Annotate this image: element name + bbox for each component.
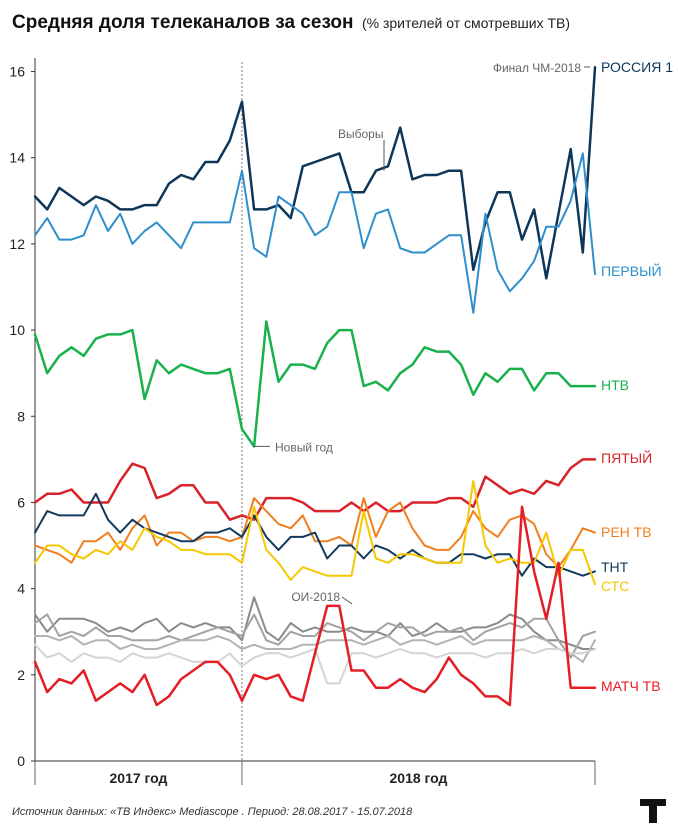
y-tick-label: 12	[9, 236, 25, 252]
chart-title-main: Средняя доля телеканалов за сезон	[12, 12, 354, 33]
y-tick-label: 10	[9, 322, 25, 338]
y-tick-label: 0	[17, 753, 25, 769]
series-label-рен-тв: РЕН ТВ	[601, 524, 652, 540]
y-tick-label: 2	[17, 667, 25, 683]
series-label-пятый: ПЯТЫЙ	[601, 449, 652, 466]
series-line-пятый	[33, 458, 597, 521]
annotation-label: Новый год	[275, 440, 333, 454]
y-tick-label: 16	[9, 64, 25, 80]
series-line-матч-тв	[33, 505, 597, 707]
y-tick-label: 8	[17, 408, 25, 424]
annotation-label: Финал ЧМ-2018	[493, 61, 581, 75]
series-line-первый	[34, 152, 596, 314]
y-axis: 0 2 4 6 8 10 12 14 16	[9, 58, 36, 769]
annotation-layer: Новый год Выборы ОИ-2018 Финал ЧМ-2018	[252, 61, 590, 605]
annotation-label: Выборы	[338, 127, 383, 141]
x-period-label: 2017 год	[110, 770, 168, 786]
series-line-нтв	[33, 320, 597, 448]
series-label-нтв: НТВ	[601, 377, 629, 393]
series-line-рен-тв	[34, 497, 596, 569]
series-line-other-8	[34, 596, 596, 650]
series-label-россия-1: РОССИЯ 1	[601, 59, 673, 75]
series-line-other-10	[34, 635, 596, 663]
series-line-other-9	[34, 613, 596, 659]
chart-title-subtitle: (% зрителей от смотревших ТВ)	[361, 15, 571, 31]
x-axis: 2017 год 2018 год	[34, 62, 596, 786]
annotation-label: ОИ-2018	[291, 590, 340, 604]
series-label-стс: СТС	[601, 578, 629, 594]
series-line-стс	[34, 479, 596, 586]
chart-title: Средняя доля телеканалов за сезон (% зри…	[12, 12, 570, 34]
series-label-тнт: ТНТ	[601, 559, 629, 575]
source-note: Источник данных: «ТВ Индекс» Mediascope …	[12, 806, 413, 818]
series-label-первый: ПЕРВЫЙ	[601, 262, 662, 279]
t-logo-icon	[640, 799, 666, 823]
annotation-leader	[341, 596, 353, 605]
y-tick-label: 4	[17, 581, 25, 597]
x-period-label: 2018 год	[390, 770, 448, 786]
series-label-матч-тв: МАТЧ ТВ	[601, 678, 661, 694]
y-tick-label: 6	[17, 494, 25, 510]
y-tick-label: 14	[9, 150, 25, 166]
series-layer	[33, 65, 597, 707]
series-labels: РОССИЯ 1 ПЕРВЫЙ НТВ ПЯТЫЙ РЕН ТВ ТНТ СТС МАТЧ Т…	[601, 59, 673, 694]
series-line-россия-1	[33, 65, 597, 280]
series-line-тнт	[34, 492, 596, 577]
